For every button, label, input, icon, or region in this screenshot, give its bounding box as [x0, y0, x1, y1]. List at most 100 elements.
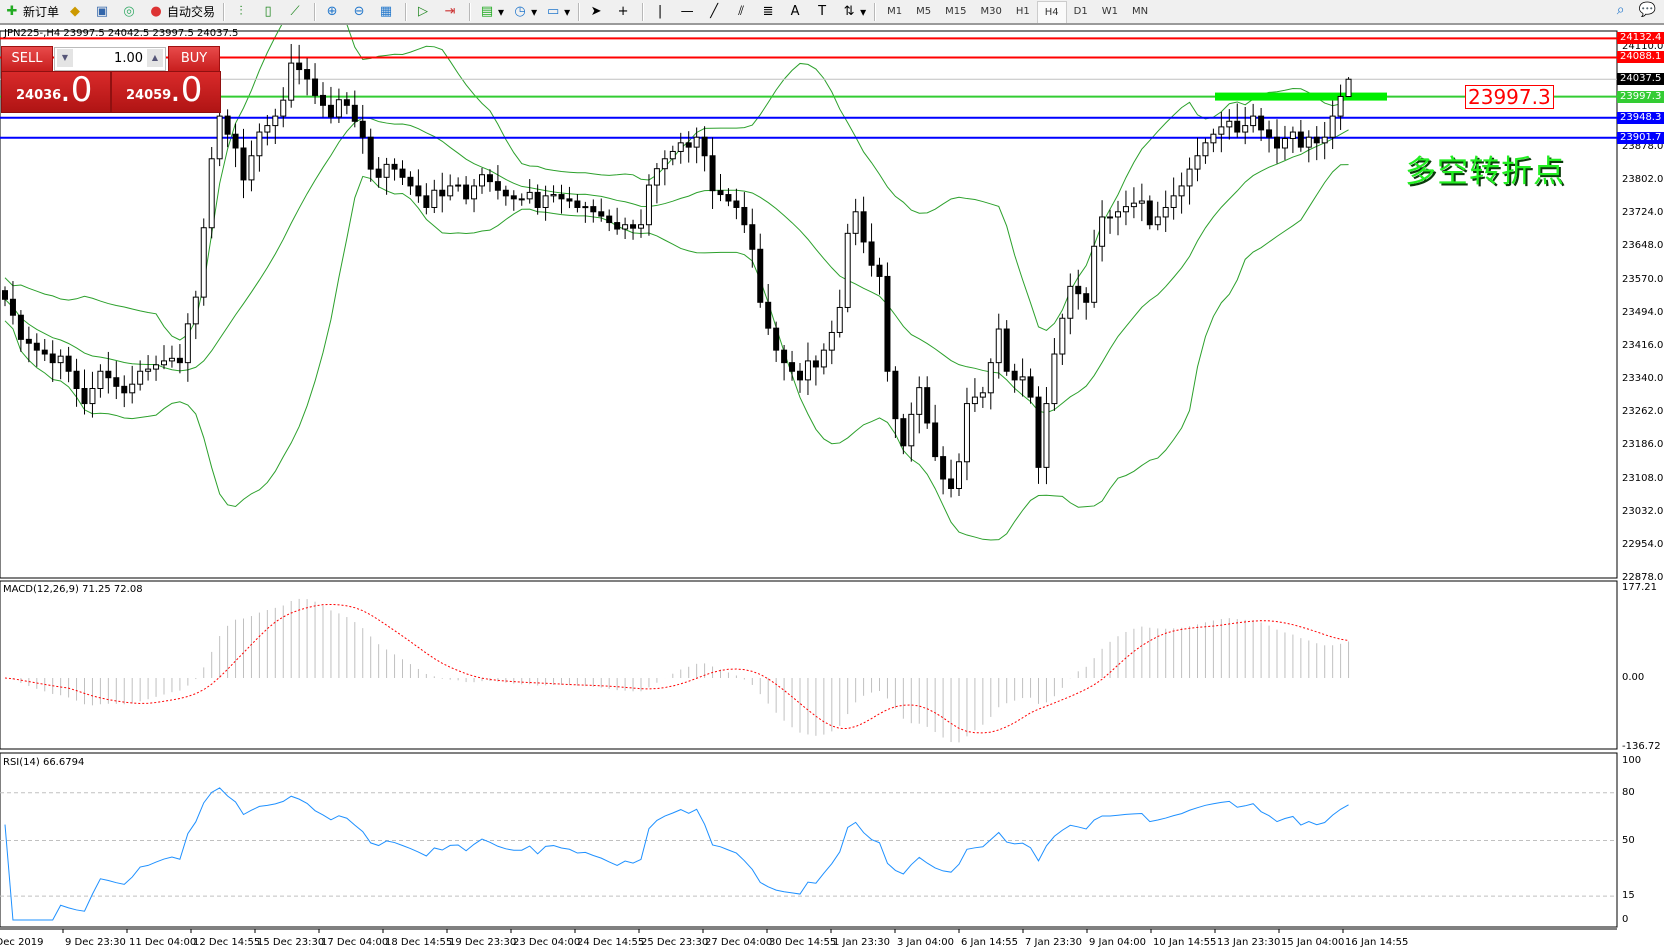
timeframe-m5[interactable]: M5: [916, 5, 932, 17]
time-axis-label: 6 Dec 2019: [0, 937, 44, 948]
indicators-button[interactable]: ▤ ▾: [480, 3, 505, 19]
bear-candle: [1274, 136, 1280, 149]
timeframe-m1[interactable]: M1: [887, 5, 903, 17]
autoscroll-button[interactable]: ▷: [411, 1, 438, 22]
bull-candle: [1138, 200, 1145, 204]
price-label-object[interactable]: 23997.3: [1465, 85, 1554, 109]
tile-windows-button[interactable]: ▦: [374, 1, 401, 22]
timeframe-h1[interactable]: H1: [1015, 5, 1030, 17]
arrows-icon: ⇅: [843, 3, 855, 19]
trendline-button[interactable]: ╱: [702, 1, 729, 22]
bear-candle: [407, 176, 414, 187]
lot-input[interactable]: [75, 49, 143, 67]
text-label-button[interactable]: T: [810, 1, 837, 22]
bull-candle: [1194, 155, 1201, 170]
vertical-line-button[interactable]: |: [648, 1, 675, 22]
buy-button[interactable]: BUY: [168, 46, 220, 72]
level-price-tag: 24088.1: [1617, 51, 1664, 64]
template-icon: ▭: [546, 3, 560, 19]
arrows-button[interactable]: ⇅ ▾: [837, 1, 870, 22]
crosshair-button[interactable]: +: [611, 1, 638, 22]
bull-candle: [145, 368, 152, 372]
time-axis-label: 15 Dec 23:30: [257, 937, 325, 948]
time-axis-label: 27 Dec 04:00: [705, 937, 773, 948]
sell-button[interactable]: SELL: [1, 46, 53, 72]
bull-candle: [1226, 120, 1233, 128]
zoom-in-button[interactable]: ⊕: [320, 1, 347, 22]
lot-decrease-button[interactable]: ▼: [57, 49, 73, 67]
bar-chart-button[interactable]: ⫶: [229, 1, 256, 22]
bear-candle: [49, 353, 56, 364]
chart-shift-icon: ⇥: [444, 3, 456, 19]
bull-candle: [645, 184, 652, 226]
bear-candle: [534, 191, 541, 208]
bear-candle: [121, 385, 128, 394]
bear-candle: [773, 327, 780, 351]
bear-candle: [781, 349, 788, 364]
zoom-out-button[interactable]: ⊖: [347, 1, 374, 22]
bull-candle: [161, 360, 167, 366]
buy-price-button[interactable]: 24059.0: [111, 70, 221, 113]
horizontal-line-button[interactable]: —: [675, 1, 702, 22]
signal-icon: ◎: [123, 3, 135, 19]
separator: [314, 2, 317, 21]
line-chart-button[interactable]: ⟋: [283, 1, 310, 22]
bear-candle: [1258, 115, 1265, 131]
autoscroll-icon: ▷: [418, 3, 429, 19]
bull-candle: [383, 163, 390, 178]
timeframe-w1[interactable]: W1: [1101, 5, 1118, 17]
fibonacci-button[interactable]: ≣: [756, 1, 783, 22]
timeframe-m15[interactable]: M15: [945, 5, 967, 17]
channel-button[interactable]: ⫽: [729, 1, 756, 22]
bear-candle: [105, 370, 112, 379]
annotation-text[interactable]: 多空转折点: [1405, 154, 1565, 190]
toolbar: ✚ 新订单 ◆ ▣ ◎ ● 自动交易 ⫶ ▯ ⟋ ⊕ ⊖ ▦ ▷ ⇥ ▤ ▾ ◷ ▾ ▭…: [0, 0, 1664, 25]
price-axis-label: 23108.0: [1622, 472, 1664, 484]
metaeditor-button[interactable]: ◆: [63, 1, 90, 22]
bull-candle: [971, 396, 978, 405]
cursor-button[interactable]: ➤: [584, 1, 611, 22]
level-price-tag: 23997.3: [1617, 90, 1664, 103]
chat-icon[interactable]: 💬: [1638, 2, 1656, 18]
periods-button[interactable]: ◷ ▾: [508, 1, 541, 22]
search-icon[interactable]: ⌕: [1616, 2, 1625, 18]
bear-candle: [733, 200, 740, 208]
timeframe-h4[interactable]: H4: [1036, 0, 1067, 23]
chart-shift-button[interactable]: ⇥: [438, 1, 465, 22]
price-axis-label: 23340.0: [1622, 372, 1664, 384]
sell-price-button[interactable]: 24036.0: [1, 70, 111, 113]
toolbar-right: ⌕ 💬: [1617, 2, 1656, 18]
time-axis-label: 6 Jan 14:55: [961, 937, 1018, 948]
timeframe-mn[interactable]: MN: [1131, 5, 1149, 17]
bull-candle: [168, 357, 175, 362]
templates-button[interactable]: ▭ ▾: [546, 3, 571, 19]
rsi-panel-frame: [0, 752, 1618, 928]
terminal-button[interactable]: ▣: [90, 1, 117, 22]
auto-trading-button[interactable]: ● 自动交易: [144, 1, 219, 22]
bear-candle: [1035, 396, 1042, 468]
zoom-out-icon: ⊖: [353, 3, 365, 19]
bear-candle: [892, 370, 899, 420]
text-button[interactable]: A: [783, 1, 810, 22]
level-price-tag: 24037.5: [1617, 73, 1664, 86]
new-order-button[interactable]: ✚ 新订单: [0, 1, 63, 22]
bull-candle: [677, 142, 684, 152]
bear-candle: [463, 184, 470, 200]
signals-button[interactable]: ◎: [117, 1, 144, 22]
chart-canvas[interactable]: [0, 25, 1664, 950]
bear-candle: [1083, 293, 1090, 303]
bull-candle: [1154, 216, 1161, 226]
bull-candle: [256, 131, 263, 157]
bull-candle: [1170, 195, 1177, 208]
candle-chart-button[interactable]: ▯: [256, 1, 283, 22]
price-axis-label: 23570.0: [1622, 273, 1664, 285]
timeframe-bar: M1 M5 M15 M30 H1 H4 D1 W1 MN: [880, 0, 1155, 23]
bear-candle: [876, 264, 883, 277]
bull-candle: [653, 168, 660, 186]
macd-signal-line: [4, 603, 1349, 734]
horizontal-line-icon: —: [680, 3, 694, 19]
bull-candle: [526, 191, 533, 200]
timeframe-d1[interactable]: D1: [1073, 5, 1088, 17]
timeframe-m30[interactable]: M30: [980, 5, 1002, 17]
lot-increase-button[interactable]: ▲: [147, 49, 163, 67]
